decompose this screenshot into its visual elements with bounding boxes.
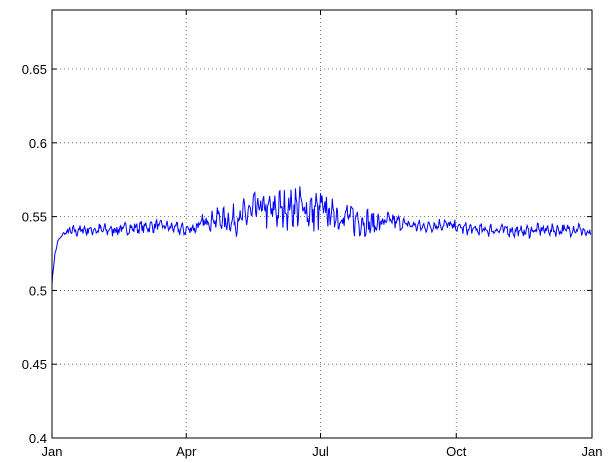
x-tick-labels: Jan Apr Jul Oct Jan — [42, 444, 603, 459]
y-tick-label: 0.5 — [29, 283, 47, 298]
x-tick-label: Jul — [312, 444, 329, 459]
x-tick-label: Jan — [582, 444, 603, 459]
y-tick-labels: 0.4 0.45 0.5 0.55 0.6 0.65 — [22, 62, 47, 446]
series-line — [51, 186, 592, 285]
x-tick-label: Apr — [176, 444, 197, 459]
y-tick-label: 0.55 — [22, 210, 47, 225]
grid — [52, 10, 592, 438]
x-tick-label: Jan — [42, 444, 63, 459]
y-tick-label: 0.65 — [22, 62, 47, 77]
plot-area — [51, 186, 592, 285]
y-tick-label: 0.6 — [29, 136, 47, 151]
y-tick-label: 0.45 — [22, 357, 47, 372]
y-tick-label: 0.4 — [29, 431, 47, 446]
x-tick-label: Oct — [446, 444, 467, 459]
ticks — [51, 10, 593, 439]
axes-box — [51, 9, 593, 439]
